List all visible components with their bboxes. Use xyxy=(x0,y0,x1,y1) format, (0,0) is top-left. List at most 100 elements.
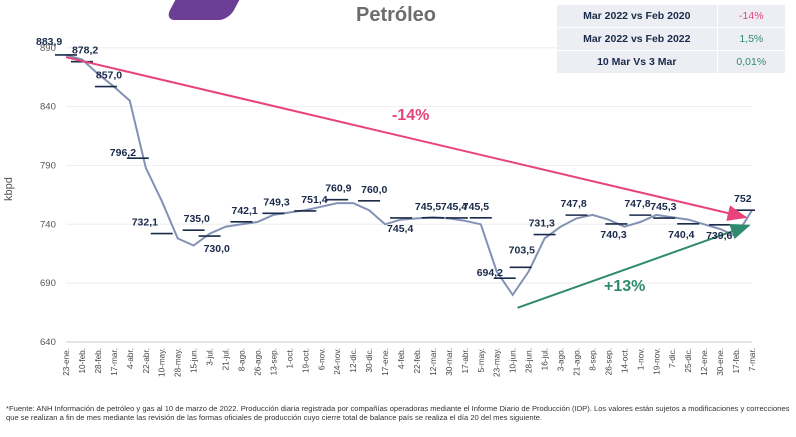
data-point xyxy=(480,223,482,225)
x-tick-label: 19-oct. xyxy=(301,348,310,373)
monthly-average-label: 745,4 xyxy=(387,223,413,235)
monthly-average-label: 735,0 xyxy=(184,213,210,225)
monthly-average-label: 731,3 xyxy=(529,218,555,230)
data-point xyxy=(687,219,689,221)
data-point xyxy=(272,214,274,216)
summary-row: Mar 2022 vs Feb 2020 -14% xyxy=(556,4,787,28)
y-tick-label: 640 xyxy=(40,337,56,348)
data-point xyxy=(607,219,610,221)
x-tick-label: 10-may. xyxy=(158,348,167,377)
monthly-average-label: 751,4 xyxy=(301,194,327,206)
x-tick-label: 28-jun. xyxy=(525,348,534,373)
summary-table: Mar 2022 vs Feb 2020 -14% Mar 2022 vs Feb … xyxy=(556,4,787,74)
x-tick-label: 21-jul. xyxy=(222,348,231,370)
x-tick-label: 12-mar. xyxy=(429,348,438,376)
x-tick-label: 3-ago. xyxy=(557,348,566,371)
data-point xyxy=(512,294,514,296)
data-point xyxy=(240,223,243,225)
x-tick-label: 23-ene. xyxy=(62,348,71,376)
data-point xyxy=(528,270,530,272)
x-tick-label: 7-dic. xyxy=(668,348,677,368)
data-point xyxy=(400,219,402,221)
data-point xyxy=(81,58,83,61)
data-point xyxy=(320,206,322,208)
monthly-average-label: 703,5 xyxy=(509,244,535,256)
monthly-average-label: 730,0 xyxy=(204,243,230,255)
x-tick-label: 12-dic. xyxy=(349,348,358,373)
x-tick-label: 10-jun. xyxy=(509,348,518,373)
x-tick-label: 17-ene. xyxy=(381,348,390,376)
x-tick-label: 7-mar. xyxy=(748,348,757,371)
x-tick-label: 22-abr. xyxy=(142,348,151,374)
page-title: Petróleo xyxy=(356,4,437,26)
x-tick-label: 15-jun. xyxy=(190,348,199,373)
series-line xyxy=(65,53,753,297)
monthly-average-label: 796,2 xyxy=(110,147,136,159)
production-line-chart: 640 690 740 790 840 890 kbpd 23-ene. 10-feb. 28-… xyxy=(3,36,757,377)
x-tick-label: 1-nov. xyxy=(636,348,645,370)
data-point xyxy=(623,226,625,228)
data-point xyxy=(97,73,99,75)
x-tick-label: 26-ago. xyxy=(253,348,262,376)
x-tick-label: 1-oct. xyxy=(285,348,294,368)
x-tick-label: 23-may. xyxy=(493,348,502,377)
x-tick-label: 17-abr. xyxy=(461,348,470,374)
monthly-average-label: 760,9 xyxy=(325,183,351,195)
x-tick-label: 5-may. xyxy=(477,348,486,372)
data-point xyxy=(496,270,498,272)
monthly-average-label: 745,5 xyxy=(415,201,441,213)
x-tick-label: 30-mar. xyxy=(445,348,454,376)
monthly-average-label: 740,3 xyxy=(600,229,626,241)
data-point xyxy=(256,221,259,223)
x-tick-label: 6-nov. xyxy=(317,348,326,370)
y-tick-label: 740 xyxy=(40,219,56,230)
data-point xyxy=(544,237,546,240)
monthly-average-label: 749,3 xyxy=(263,196,289,208)
y-tick-label: 890 xyxy=(40,43,56,54)
x-tick-label: 10-feb. xyxy=(78,348,87,374)
y-axis-label: kbpd xyxy=(3,177,15,201)
summary-value: -14% xyxy=(716,4,787,28)
y-tick-label: 840 xyxy=(40,102,56,113)
x-tick-label: 17-feb. xyxy=(732,348,741,374)
x-tick-label: 21-ago. xyxy=(573,348,582,376)
monthly-average-label: 739,6 xyxy=(706,230,732,242)
monthly-average-label: 857,0 xyxy=(96,70,122,82)
x-tick-label: 17-mar. xyxy=(110,348,119,376)
summary-label: 10 Mar Vs 3 Mar xyxy=(556,50,718,74)
x-tick-label: 14-oct. xyxy=(620,348,629,373)
x-tick-label: 4-feb. xyxy=(397,348,406,369)
data-point xyxy=(655,214,657,216)
x-tick-label: 12-ene. xyxy=(700,348,709,376)
summary-value: 0,01% xyxy=(716,50,787,74)
data-point xyxy=(416,217,418,220)
x-tick-label: 4-abr. xyxy=(126,348,135,369)
data-point xyxy=(384,223,386,225)
monthly-average-label: 745,3 xyxy=(650,201,676,213)
monthly-average-label: 732,1 xyxy=(132,217,158,229)
monthly-average-label: 752 xyxy=(734,193,752,205)
trend-label-recovery: +13% xyxy=(604,278,645,295)
x-tick-label: 26-sep. xyxy=(604,348,613,375)
x-tick-label: 25-dic. xyxy=(684,348,693,373)
x-tick-label: 16-jul. xyxy=(541,348,550,370)
monthly-average-label: 747,8 xyxy=(624,198,650,210)
monthly-average-label: 740,4 xyxy=(668,229,694,241)
data-point xyxy=(161,200,163,202)
footnote: *Fuente: ANH Información de petróleo y g… xyxy=(6,404,790,422)
data-point xyxy=(352,202,354,204)
monthly-average-label: 745,5 xyxy=(463,201,489,213)
data-point xyxy=(575,217,578,220)
x-tick-label: 28-may. xyxy=(174,348,183,377)
trend-arrow-decline xyxy=(65,56,748,221)
data-point xyxy=(703,223,705,225)
x-tick-label: 22-feb. xyxy=(413,348,422,374)
x-tick-label: 19-nov. xyxy=(652,348,661,375)
data-point xyxy=(129,100,131,102)
data-point xyxy=(145,167,147,169)
data-point xyxy=(224,226,227,228)
data-point xyxy=(559,226,562,228)
monthly-average-label: 883,9 xyxy=(36,36,62,48)
x-tick-label: 24-nov. xyxy=(333,348,342,375)
monthly-average-label: 694,2 xyxy=(477,267,503,279)
